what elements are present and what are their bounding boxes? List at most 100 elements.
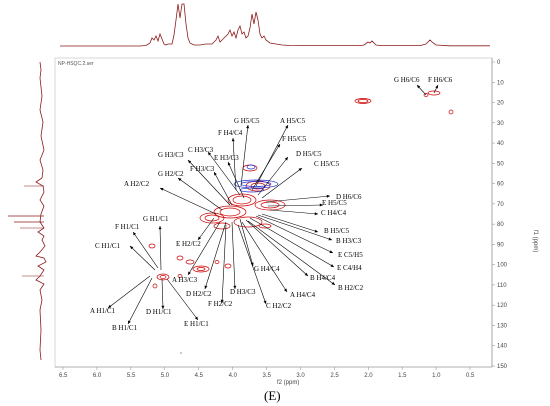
peak-assignment-label: F H4/C4 [218, 129, 243, 137]
f2-tick-label: 3.0 [296, 373, 305, 379]
peak-assignment-label: G H3/C3 [158, 151, 184, 159]
f1-tick-label: 0 [497, 60, 501, 66]
peak-assignment-label: C H1/C1 [95, 242, 121, 250]
arrow-head [246, 125, 250, 129]
peak-assignment-label: D H3/C3 [230, 288, 256, 296]
peak-assignment-label: C H5/C5 [314, 160, 340, 168]
peak-assignment-label: G H6/C6 [394, 76, 420, 84]
peak-assignment-label: B H5/C5 [324, 227, 350, 235]
annotation-arrows [107, 84, 439, 325]
f2-axis-label: f2 (ppm) [277, 380, 299, 386]
peak-assignment-label: A H2/C2 [124, 180, 150, 188]
arrow-head [214, 172, 217, 176]
peak-assignment-label: F H3/C3 [190, 165, 215, 173]
peak-assignment-label: E H3/C3 [214, 154, 239, 162]
f2-tick-label: 0.5 [466, 373, 475, 379]
peak-assignment-label: B H2/C2 [338, 284, 364, 292]
arrow-head [204, 285, 208, 289]
f2-tick-label: 5.0 [161, 373, 170, 379]
peak-assignment-label: A H5/C5 [280, 117, 306, 125]
f2-tick-label: 2.5 [330, 373, 339, 379]
f2-tick-label: 6.0 [93, 373, 102, 379]
f1-axis-label: f1 (ppm) [532, 230, 538, 252]
peak-assignment-label: G H2/C2 [158, 170, 184, 178]
file-name: NP-HSQC.2.ser [58, 61, 94, 67]
arrow-head [284, 288, 287, 292]
peak-assignment-label: E C4/H4 [337, 264, 362, 272]
arrow-head [314, 229, 318, 233]
f1-axis: 0 10 20 30 40 50 60 70 80 90 100 110 120 130 140 150 f1… [491, 58, 538, 370]
arrow-head [298, 168, 302, 172]
peak-assignment-label: G H1/C1 [143, 215, 169, 223]
f1-tick-label: 140 [497, 344, 508, 350]
peak-assignment-label: F H1/C1 [115, 223, 140, 231]
f1-tick-label: 50 [497, 161, 504, 167]
arrow-head [326, 194, 330, 198]
arrow-head [108, 304, 112, 308]
f1-tick-label: 150 [497, 364, 508, 370]
peak-assignment-label: F H5/C5 [282, 135, 307, 143]
peak-assignment-label: D H5/C5 [296, 150, 322, 158]
f1-tick-label: 70 [497, 202, 504, 208]
arrow-heads [108, 85, 438, 324]
peak-assignment-label: G H4/C4 [254, 265, 280, 273]
peak-assignment-label: F H2/C2 [208, 300, 233, 308]
negative-cross-peaks [233, 164, 279, 193]
plot-frame [54, 57, 493, 368]
peak-assignment-label: B H3/C3 [336, 237, 362, 245]
panel-label: (E) [264, 388, 281, 403]
f1-tick-label: 130 [497, 323, 508, 329]
peak-assignment-label: E C5/H5 [338, 251, 363, 259]
arrow-head [220, 299, 224, 303]
peak-assignment-label: A H3/C3 [172, 276, 198, 284]
peak-assignment-label: A H1/C1 [90, 307, 116, 315]
arrow-head [314, 212, 318, 216]
arrow-head [231, 138, 235, 142]
arrow-head [188, 160, 192, 164]
arrow-head [331, 281, 335, 285]
peak-assignment-label: A H4/C4 [290, 291, 316, 299]
arrow-head [133, 232, 137, 236]
f1-tick-label: 80 [497, 222, 504, 228]
peak-assignment-label: C H4/C4 [321, 209, 347, 217]
f1-tick-label: 60 [497, 182, 504, 188]
peak-assignment-label: E H2/C2 [176, 240, 201, 248]
f2-tick-label: 5.5 [127, 373, 136, 379]
peak-assignment-label: B H4/C4 [310, 274, 336, 282]
arrow-head [277, 144, 280, 148]
arrow-head [158, 226, 162, 230]
arrow-head [188, 271, 191, 275]
arrow-head [328, 237, 332, 241]
arrow-head [285, 125, 288, 129]
arrow-head [233, 285, 237, 289]
arrow-head [208, 152, 212, 156]
arrow-head [194, 316, 198, 320]
arrow-head [304, 272, 308, 276]
peak-assignment-label: F H6/C6 [428, 76, 453, 84]
f1-tick-label: 20 [497, 101, 504, 107]
peak-assignment-label: E H1/C1 [184, 320, 209, 328]
arrow-head [198, 236, 202, 240]
f2-tick-label: 4.0 [229, 373, 238, 379]
f2-axis: 6.5 6.0 5.5 5.0 4.5 4.0 3.5 3.0 2.5 2.0 1.5 1.0 0.5 … [55, 366, 492, 386]
peak-assignment-label: E H5/C5 [322, 199, 347, 207]
f1-tick-label: 110 [497, 283, 507, 289]
f2-tick-label: 3.5 [263, 373, 272, 379]
arrow-head [178, 178, 182, 182]
f1-tick-label: 30 [497, 121, 504, 127]
arrow-head [330, 264, 334, 267]
f1-tick-label: 100 [497, 263, 508, 269]
left-13c-projection [35, 61, 47, 361]
arrow-head [128, 320, 131, 324]
arrow-head [319, 203, 323, 207]
arrow-head [160, 187, 164, 191]
peak-assignment-label: C H3/C3 [188, 146, 214, 154]
f2-tick-label: 1.5 [398, 373, 407, 379]
peak-assignment-label: C H2/C2 [266, 302, 292, 310]
arrow-head [227, 162, 231, 166]
f2-tick-label: 1.0 [432, 373, 441, 379]
annotation-labels: G H6/C6 F H6/C6 G H5/C5 A H5/C5 F H4/C4 F H5/… [90, 76, 453, 332]
f1-tick-label: 120 [497, 303, 508, 309]
f1-tick-label: 90 [497, 242, 504, 248]
